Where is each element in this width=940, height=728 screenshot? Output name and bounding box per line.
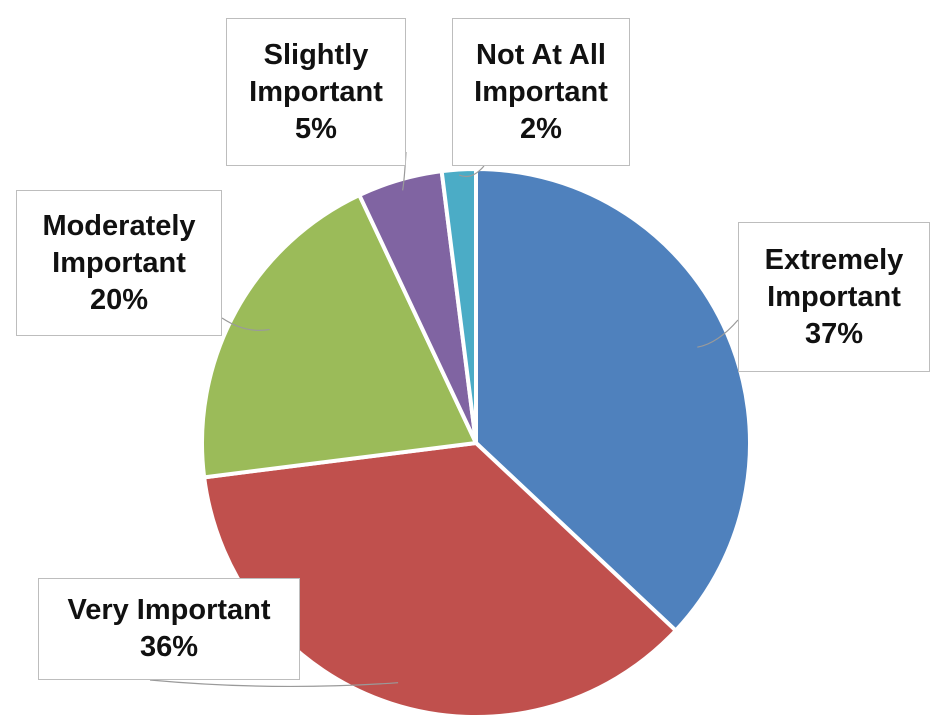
leader-line bbox=[221, 317, 270, 331]
leader-line bbox=[697, 319, 739, 348]
data-label-text: Important bbox=[474, 75, 608, 108]
pie-slice-very-important bbox=[202, 441, 678, 719]
data-label-not-at-all-important: Not At All Important 2% bbox=[452, 18, 630, 166]
leader-line bbox=[149, 679, 399, 688]
data-label-value: 2% bbox=[520, 112, 562, 145]
data-label-text: Extremely bbox=[764, 243, 904, 276]
data-label-text: Slightly bbox=[263, 38, 369, 71]
data-label-value: 5% bbox=[295, 112, 337, 145]
pie-slice-not-at-all-important bbox=[439, 167, 478, 445]
data-label-value: 36% bbox=[139, 631, 199, 663]
pie-slice-extremely-important bbox=[474, 167, 752, 633]
data-label-very-important: Very Important 36% bbox=[38, 578, 300, 680]
data-label-text: Not At All bbox=[476, 38, 606, 71]
leader-line bbox=[458, 165, 485, 178]
data-label-text: Very Important bbox=[67, 594, 271, 626]
data-label-moderately-important: Moderately Important 20% bbox=[16, 190, 222, 336]
data-label-text: Moderately bbox=[42, 209, 196, 242]
data-label-text: Important bbox=[767, 280, 901, 313]
data-label-extremely-important: Extremely Important 37% bbox=[738, 222, 930, 372]
data-label-value: 37% bbox=[804, 317, 864, 350]
data-label-value: 20% bbox=[89, 283, 149, 316]
pie-slice-moderately-important bbox=[200, 193, 478, 480]
data-label-slightly-important: Slightly Important 5% bbox=[226, 18, 406, 166]
data-label-text: Important bbox=[249, 75, 383, 108]
data-label-text: Important bbox=[52, 246, 186, 279]
